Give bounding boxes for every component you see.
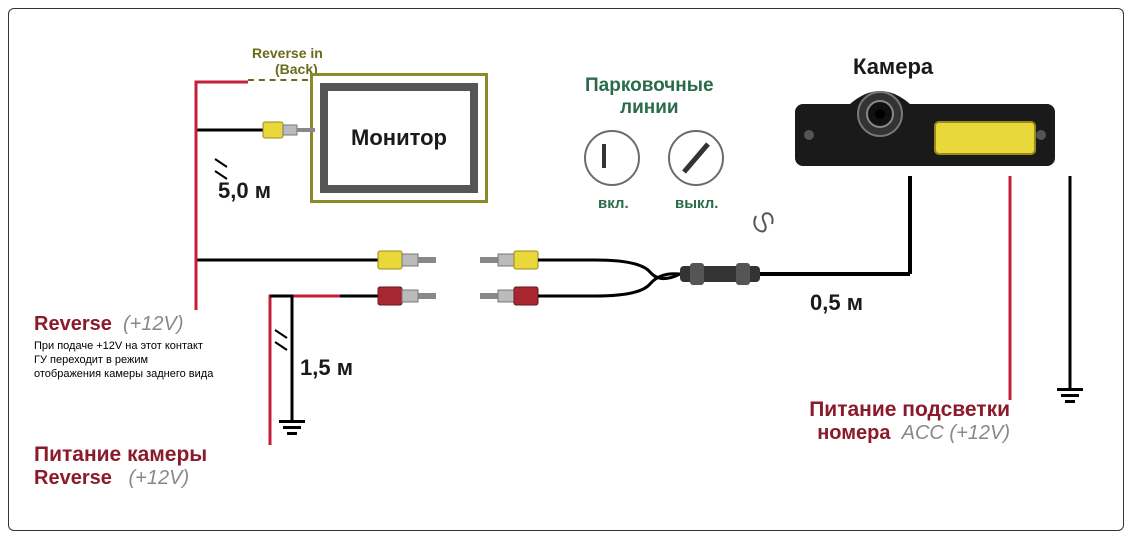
plate-power: Питание подсветки: [770, 398, 1010, 422]
plate-power-sub: номера ACC (+12V): [770, 422, 1010, 445]
wire-red-right: [0, 0, 1132, 539]
ground-right: [1057, 388, 1083, 403]
